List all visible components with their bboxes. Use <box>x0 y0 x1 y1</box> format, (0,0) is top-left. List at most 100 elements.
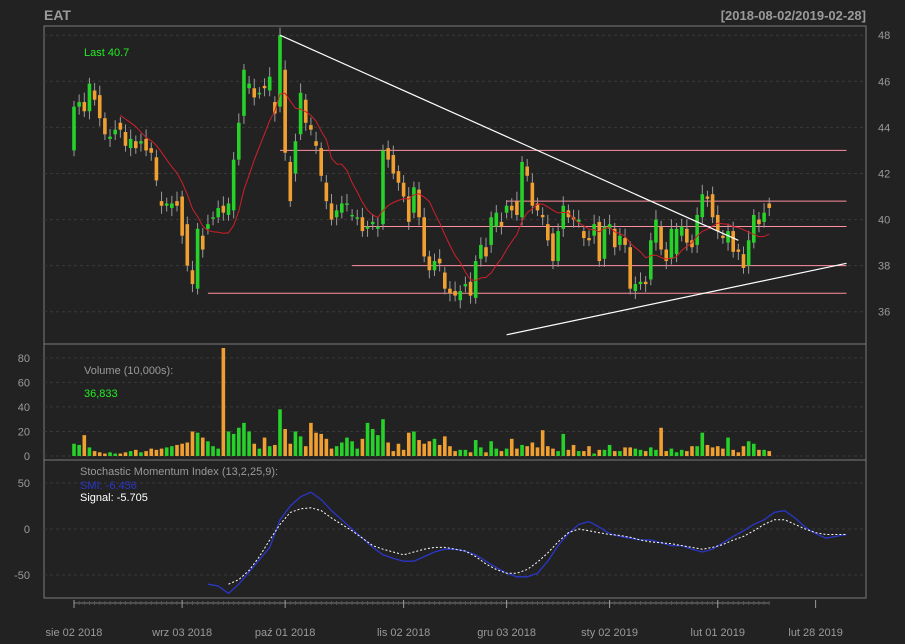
candle-body <box>489 217 493 245</box>
candle-body <box>674 228 679 255</box>
volume-bar <box>679 449 684 456</box>
volume-bar <box>479 447 483 456</box>
volume-bar <box>592 453 596 456</box>
volume-bar <box>437 444 442 456</box>
symbol-title: EAT <box>44 7 71 23</box>
candle-body <box>206 224 210 229</box>
candle-body <box>530 182 535 206</box>
candle-body <box>103 118 107 135</box>
candle-body <box>216 208 220 218</box>
candle-body <box>654 219 658 243</box>
candle-body <box>87 83 92 112</box>
volume-bar <box>273 444 277 456</box>
candle-body <box>278 35 282 107</box>
candle-body <box>437 258 442 264</box>
price-tick-label: 48 <box>878 30 890 42</box>
candle-body <box>515 201 519 215</box>
x-tick-label: lis 02 2018 <box>377 627 430 639</box>
volume-bar <box>262 437 267 456</box>
candle-body <box>406 196 411 222</box>
volume-bar <box>504 448 509 456</box>
signal-value-label: Signal: -5.705 <box>80 492 148 504</box>
candle-body <box>82 102 87 112</box>
candle-body <box>134 141 138 149</box>
volume-bar <box>195 432 200 456</box>
volume-bar <box>386 442 390 456</box>
volume-bar <box>370 429 375 456</box>
volume-bar <box>741 446 746 456</box>
trend-lines <box>279 34 847 336</box>
candle-body <box>679 226 684 236</box>
volume-bar <box>659 427 663 456</box>
candle-body <box>473 261 478 298</box>
volume-bar <box>113 453 117 456</box>
volume-bar <box>159 448 164 456</box>
candle-body <box>540 214 545 218</box>
candle-body <box>453 291 457 296</box>
candle-body <box>314 141 318 146</box>
volume-bar <box>355 448 360 456</box>
candle-body <box>607 224 612 229</box>
candle-body <box>556 231 560 262</box>
candle-body <box>365 226 370 229</box>
candle-body <box>566 210 571 218</box>
candle-body <box>700 194 705 218</box>
volume-bar <box>664 451 669 456</box>
volume-bar <box>340 442 344 456</box>
candle-body <box>499 221 504 227</box>
candle-body <box>221 205 226 213</box>
candle-body <box>628 247 632 289</box>
price-tick-label: 40 <box>878 215 890 227</box>
candle-body <box>355 217 360 219</box>
volume-bar <box>190 431 195 456</box>
volume-bar <box>376 435 380 456</box>
candle-body <box>736 249 741 252</box>
volume-bar <box>556 451 560 456</box>
volume-bar <box>726 437 730 456</box>
trend-line <box>506 262 847 336</box>
candle-body <box>597 221 602 262</box>
volume-tick-label: 60 <box>18 377 30 389</box>
volume-bar <box>314 432 318 456</box>
candle-body <box>72 106 76 151</box>
volume-bar <box>252 443 257 456</box>
volume-bar <box>566 449 571 456</box>
volume-bar <box>705 444 710 456</box>
candle-body <box>283 69 287 153</box>
candle-body <box>561 205 566 229</box>
volume-bar <box>499 451 504 456</box>
candle-body <box>345 203 349 205</box>
volume-bar <box>365 422 370 456</box>
candle-body <box>262 85 267 89</box>
candle-body <box>623 238 627 245</box>
smi-tick-label: 0 <box>24 524 30 536</box>
volume-bar <box>535 447 540 456</box>
volume-bar <box>180 443 184 456</box>
volume-bar <box>278 409 282 456</box>
x-tick-label: lut 28 2019 <box>788 627 842 639</box>
volume-bar <box>746 441 751 456</box>
volume-value: 36,833 <box>84 388 118 400</box>
candle-body <box>247 83 251 89</box>
volume-bars <box>72 348 772 456</box>
volume-bar <box>700 432 705 456</box>
candle-body <box>633 284 638 291</box>
volume-tick-label: 40 <box>18 402 30 414</box>
x-tick-label: sty 02 2019 <box>581 627 638 639</box>
volume-bar <box>690 446 694 456</box>
candle-body <box>422 217 426 257</box>
smi-title: Stochastic Momentum Index (13,2,25,9): <box>80 466 278 478</box>
volume-bar <box>643 451 648 456</box>
volume-bar <box>87 447 92 456</box>
volume-bar <box>298 436 303 456</box>
candle-body <box>659 226 663 250</box>
candle-body <box>257 92 262 95</box>
candle-body <box>726 231 730 243</box>
candle-body <box>468 281 473 296</box>
volume-bar <box>231 433 236 456</box>
volume-bar <box>211 446 215 456</box>
volume-bar <box>561 433 566 456</box>
candle-body <box>190 270 195 285</box>
volume-bar <box>509 438 514 456</box>
candle-body <box>767 203 772 209</box>
